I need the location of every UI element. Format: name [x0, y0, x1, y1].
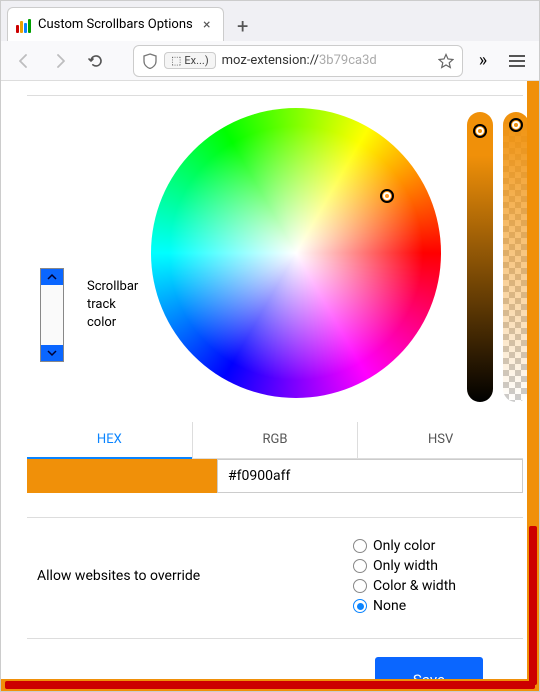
bookmark-star-icon[interactable]	[438, 53, 454, 69]
override-option[interactable]: Only width	[353, 558, 523, 574]
override-label: Allow websites to override	[27, 538, 323, 614]
close-tab-icon[interactable]: ×	[199, 17, 215, 33]
override-option[interactable]: None	[353, 598, 523, 614]
value-slider[interactable]	[467, 112, 493, 402]
divider	[27, 95, 523, 96]
new-tab-button[interactable]: +	[228, 11, 258, 41]
browser-tab[interactable]: Custom Scrollbars Options ×	[7, 7, 224, 41]
tab-hsv[interactable]: HSV	[357, 422, 523, 458]
tab-rgb[interactable]: RGB	[192, 422, 358, 458]
radio-icon	[353, 599, 367, 613]
scrollbar-vertical-thumb[interactable]	[529, 526, 537, 685]
tab-hex[interactable]: HEX	[27, 422, 192, 459]
radio-label: Only width	[373, 558, 438, 574]
url-text: moz-extension://3b79ca3d	[222, 53, 432, 68]
tab-favicon	[16, 17, 32, 33]
forward-button[interactable]	[45, 46, 75, 76]
extension-badge[interactable]: ⬚Ex...)	[164, 52, 216, 69]
tab-title: Custom Scrollbars Options	[38, 17, 193, 32]
tab-bar: Custom Scrollbars Options × +	[1, 1, 539, 41]
back-button[interactable]	[9, 46, 39, 76]
wheel-marker[interactable]	[380, 189, 394, 203]
url-bar[interactable]: ⬚Ex...) moz-extension://3b79ca3d	[133, 45, 463, 77]
radio-label: Color & width	[373, 578, 456, 594]
radio-icon	[353, 539, 367, 553]
radio-icon	[353, 559, 367, 573]
overflow-button[interactable]: »	[469, 50, 497, 71]
section-label: Scrollbar track color	[87, 108, 147, 333]
color-format-tabs: HEX RGB HSV	[27, 422, 523, 459]
color-wheel[interactable]	[151, 108, 441, 398]
shield-icon	[142, 53, 158, 69]
scrollbar-horizontal-thumb[interactable]	[5, 681, 535, 689]
hex-color-swatch	[27, 459, 217, 493]
viewport: Scrollbar track color	[1, 81, 539, 691]
override-option[interactable]: Only color	[353, 538, 523, 554]
radio-label: Only color	[373, 538, 435, 554]
track-color-preview[interactable]	[40, 268, 64, 362]
value-marker[interactable]	[473, 124, 487, 138]
toolbar: ⬚Ex...) moz-extension://3b79ca3d »	[1, 41, 539, 81]
menu-button[interactable]	[503, 47, 531, 75]
hex-input[interactable]	[217, 459, 523, 493]
radio-label: None	[373, 598, 406, 614]
override-option[interactable]: Color & width	[353, 578, 523, 594]
radio-icon	[353, 579, 367, 593]
reload-button[interactable]	[81, 46, 111, 76]
alpha-slider[interactable]	[503, 112, 529, 402]
alpha-marker[interactable]	[509, 118, 523, 132]
